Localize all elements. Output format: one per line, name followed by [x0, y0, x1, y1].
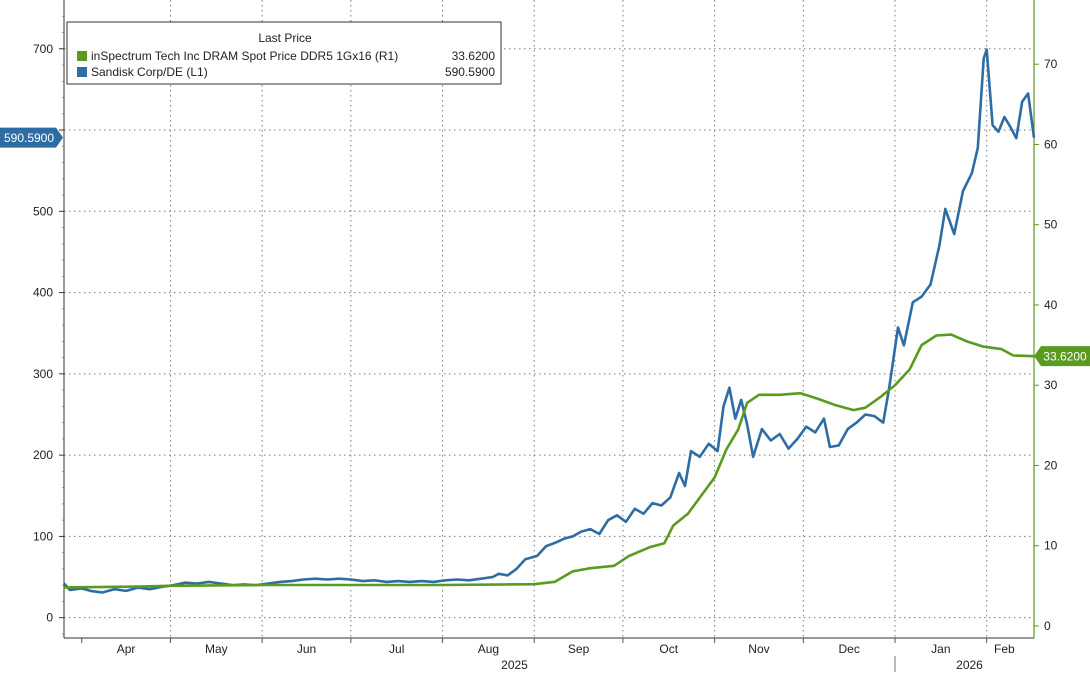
y-right-tick-label: 20	[1044, 458, 1058, 472]
last-value-tag-right-text: 33.6200	[1043, 350, 1087, 364]
legend-box	[66, 21, 502, 85]
x-tick-label: May	[205, 642, 228, 656]
series-line-dram-spot	[63, 333, 1035, 589]
x-tick-label: Aug	[478, 642, 499, 656]
last-value-tags: 590.5900 33.6200	[0, 127, 1090, 367]
x-tick-label: Oct	[659, 642, 678, 656]
legend: Last Price inSpectrum Tech Inc DRAM Spot …	[66, 21, 502, 85]
y-left-tick-label: 100	[33, 529, 53, 543]
x-tick-label: Nov	[748, 642, 769, 656]
legend-entry-value: 33.6200	[452, 49, 496, 63]
grid	[64, 0, 1034, 638]
legend-header: Last Price	[258, 31, 312, 45]
last-value-tag-left	[0, 127, 63, 148]
y-left-tick-label: 300	[33, 367, 53, 381]
legend-entry-name: Sandisk Corp/DE (L1)	[91, 65, 208, 79]
y-right-tick-label: 40	[1044, 298, 1058, 312]
last-value-tag-left-text: 590.5900	[4, 131, 54, 145]
plot-area	[64, 0, 1034, 638]
axes: Apr May Jun Jul Aug Sep Oct Nov Dec Jan Feb0100200…	[33, 0, 1058, 672]
legend-entry-value: 590.5900	[445, 65, 495, 79]
y-left-tick-label: 500	[33, 204, 53, 218]
y-right-tick-label: 50	[1044, 218, 1058, 232]
x-year-label: 2025	[501, 658, 528, 672]
y-left-tick-label: 200	[33, 448, 53, 462]
legend-swatch	[77, 51, 87, 61]
y-right-tick-label: 0	[1044, 619, 1051, 633]
y-right-tick-label: 10	[1044, 539, 1058, 553]
x-tick-label: Jun	[297, 642, 316, 656]
legend-swatch	[77, 67, 87, 77]
x-year-label: 2026	[956, 658, 983, 672]
y-left-tick-label: 700	[33, 42, 53, 56]
x-tick-label: Apr	[117, 642, 136, 656]
y-right-tick-label: 30	[1044, 378, 1058, 392]
x-tick-label: Jul	[389, 642, 404, 656]
y-right-tick-label: 70	[1044, 57, 1058, 71]
x-tick-label: Jan	[931, 642, 950, 656]
x-tick-label: Dec	[838, 642, 859, 656]
y-left-tick-label: 400	[33, 286, 53, 300]
last-value-tag-right	[1034, 346, 1090, 367]
y-right-tick-label: 60	[1044, 137, 1058, 151]
legend-entry-name: inSpectrum Tech Inc DRAM Spot Price DDR5…	[91, 49, 398, 63]
y-left-tick-label: 0	[46, 611, 53, 625]
series-lines	[63, 48, 1036, 594]
x-tick-label: Feb	[994, 642, 1015, 656]
x-tick-label: Sep	[568, 642, 590, 656]
